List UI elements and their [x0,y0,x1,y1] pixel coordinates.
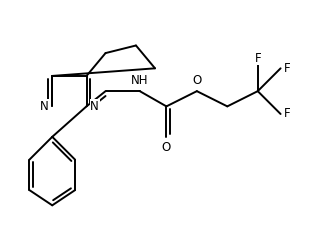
Text: O: O [192,74,202,87]
Text: N: N [90,100,99,113]
Text: N: N [40,100,48,113]
Text: F: F [284,62,290,75]
Text: F: F [255,52,261,64]
Text: F: F [284,107,290,121]
Text: NH: NH [131,74,148,87]
Text: O: O [162,141,171,154]
